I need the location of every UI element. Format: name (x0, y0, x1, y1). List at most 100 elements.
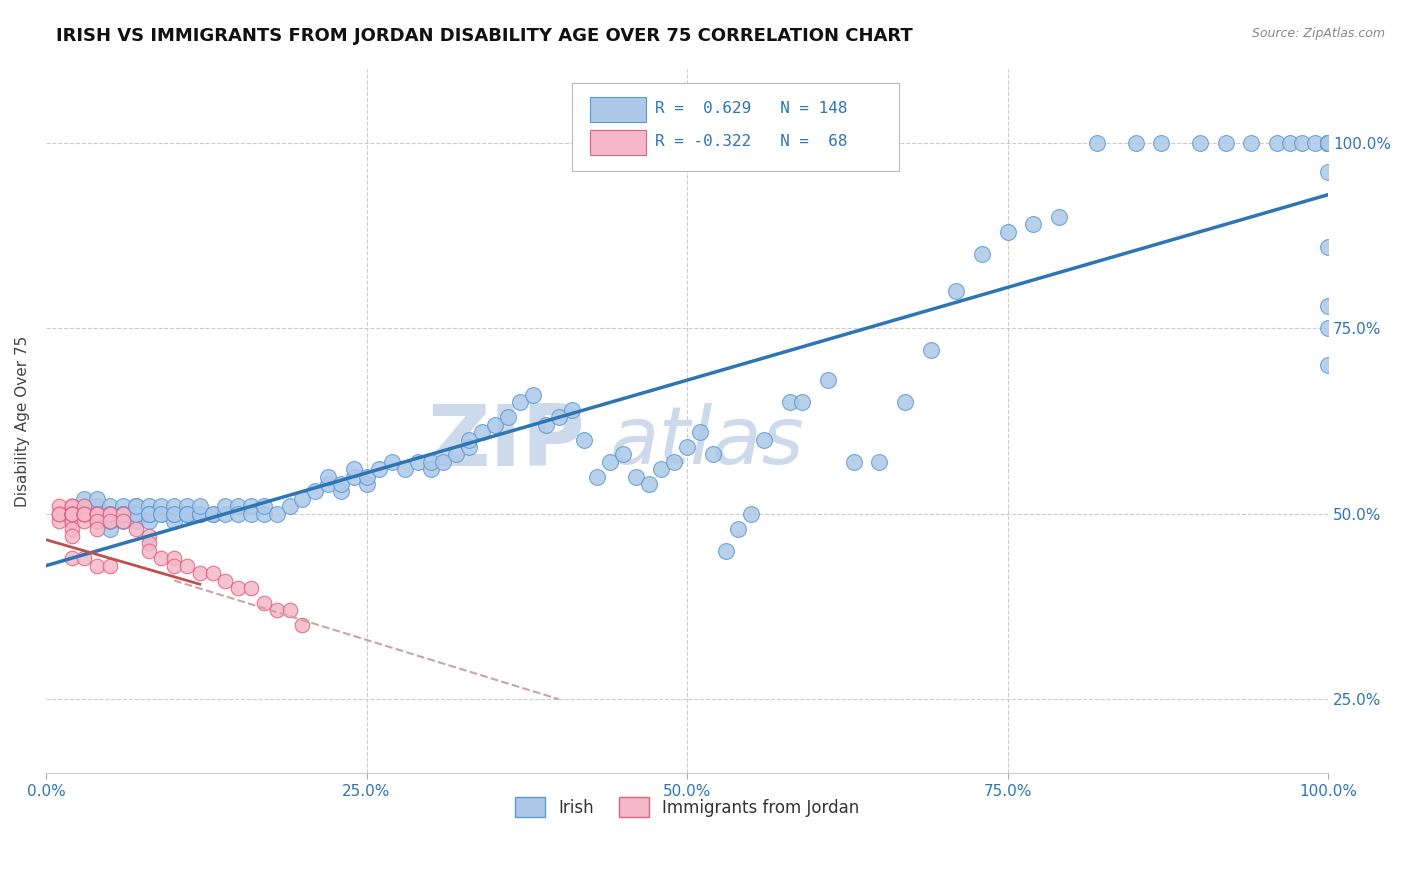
Point (1125, 136, 1147, 150)
Text: IRISH VS IMMIGRANTS FROM JORDAN DISABILITY AGE OVER 75 CORRELATION CHART: IRISH VS IMMIGRANTS FROM JORDAN DISABILI… (56, 27, 912, 45)
Point (60, 507, 83, 521)
Point (1085, 136, 1108, 150)
Point (714, 544, 737, 558)
Point (1317, 136, 1340, 150)
Point (792, 395, 814, 409)
Point (1317, 136, 1340, 150)
Point (60, 551, 83, 566)
Point (329, 484, 352, 499)
Point (1215, 136, 1237, 150)
Point (240, 507, 263, 521)
Point (138, 507, 160, 521)
Point (86, 558, 108, 573)
Point (86, 514, 108, 528)
Point (163, 500, 186, 514)
Point (163, 507, 186, 521)
Point (534, 417, 557, 432)
Point (48, 507, 70, 521)
Point (60, 507, 83, 521)
Point (176, 507, 198, 521)
Point (1317, 136, 1340, 150)
Point (214, 507, 236, 521)
Point (343, 469, 366, 483)
Point (188, 500, 211, 514)
Point (1317, 136, 1340, 150)
Point (650, 462, 672, 476)
FancyBboxPatch shape (589, 96, 645, 122)
Point (458, 440, 481, 454)
Point (150, 500, 173, 514)
Point (1317, 136, 1340, 150)
Point (111, 514, 134, 528)
Point (73, 551, 96, 566)
Point (150, 507, 173, 521)
Point (612, 447, 634, 461)
Point (970, 247, 993, 261)
Point (381, 455, 404, 469)
Point (60, 507, 83, 521)
Point (1291, 136, 1313, 150)
Point (574, 433, 596, 447)
Point (1265, 136, 1288, 150)
Point (111, 514, 134, 528)
Point (86, 522, 108, 536)
Point (458, 433, 481, 447)
Point (304, 484, 326, 499)
Point (676, 440, 699, 454)
Y-axis label: Disability Age Over 75: Disability Age Over 75 (15, 335, 30, 507)
Point (60, 514, 83, 528)
Point (779, 395, 801, 409)
Point (86, 514, 108, 528)
Point (163, 507, 186, 521)
Point (188, 507, 211, 521)
Point (138, 500, 160, 514)
Point (817, 373, 839, 387)
Point (356, 469, 378, 483)
Legend: Irish, Immigrants from Jordan: Irish, Immigrants from Jordan (506, 789, 868, 825)
Point (1317, 136, 1340, 150)
Point (86, 514, 108, 528)
Point (98, 507, 121, 521)
Point (1317, 136, 1340, 150)
Point (1317, 136, 1340, 150)
Point (163, 507, 186, 521)
Point (432, 455, 454, 469)
Point (226, 581, 249, 595)
Point (586, 469, 609, 483)
Point (419, 462, 441, 476)
Point (368, 462, 391, 476)
Point (624, 469, 647, 483)
Point (419, 455, 441, 469)
Point (125, 514, 148, 528)
Point (1317, 136, 1340, 150)
Point (266, 507, 288, 521)
Point (637, 477, 659, 491)
FancyBboxPatch shape (572, 83, 898, 170)
Point (1317, 165, 1340, 179)
Point (73, 491, 96, 506)
Point (1022, 218, 1045, 232)
Point (253, 507, 276, 521)
Point (73, 507, 96, 521)
Text: R =  0.629   N = 148: R = 0.629 N = 148 (655, 101, 848, 116)
Point (86, 507, 108, 521)
Point (329, 477, 352, 491)
FancyBboxPatch shape (589, 130, 645, 155)
Text: ZIP: ZIP (427, 401, 585, 483)
Point (214, 500, 236, 514)
Point (60, 507, 83, 521)
Point (188, 566, 211, 580)
Point (73, 507, 96, 521)
Point (702, 447, 724, 461)
Point (98, 558, 121, 573)
Point (1317, 136, 1340, 150)
Point (163, 558, 186, 573)
Point (1317, 136, 1340, 150)
Point (176, 500, 198, 514)
Point (945, 284, 967, 298)
Point (60, 507, 83, 521)
Point (60, 500, 83, 514)
Point (1317, 136, 1340, 150)
Point (48, 500, 70, 514)
Point (98, 507, 121, 521)
